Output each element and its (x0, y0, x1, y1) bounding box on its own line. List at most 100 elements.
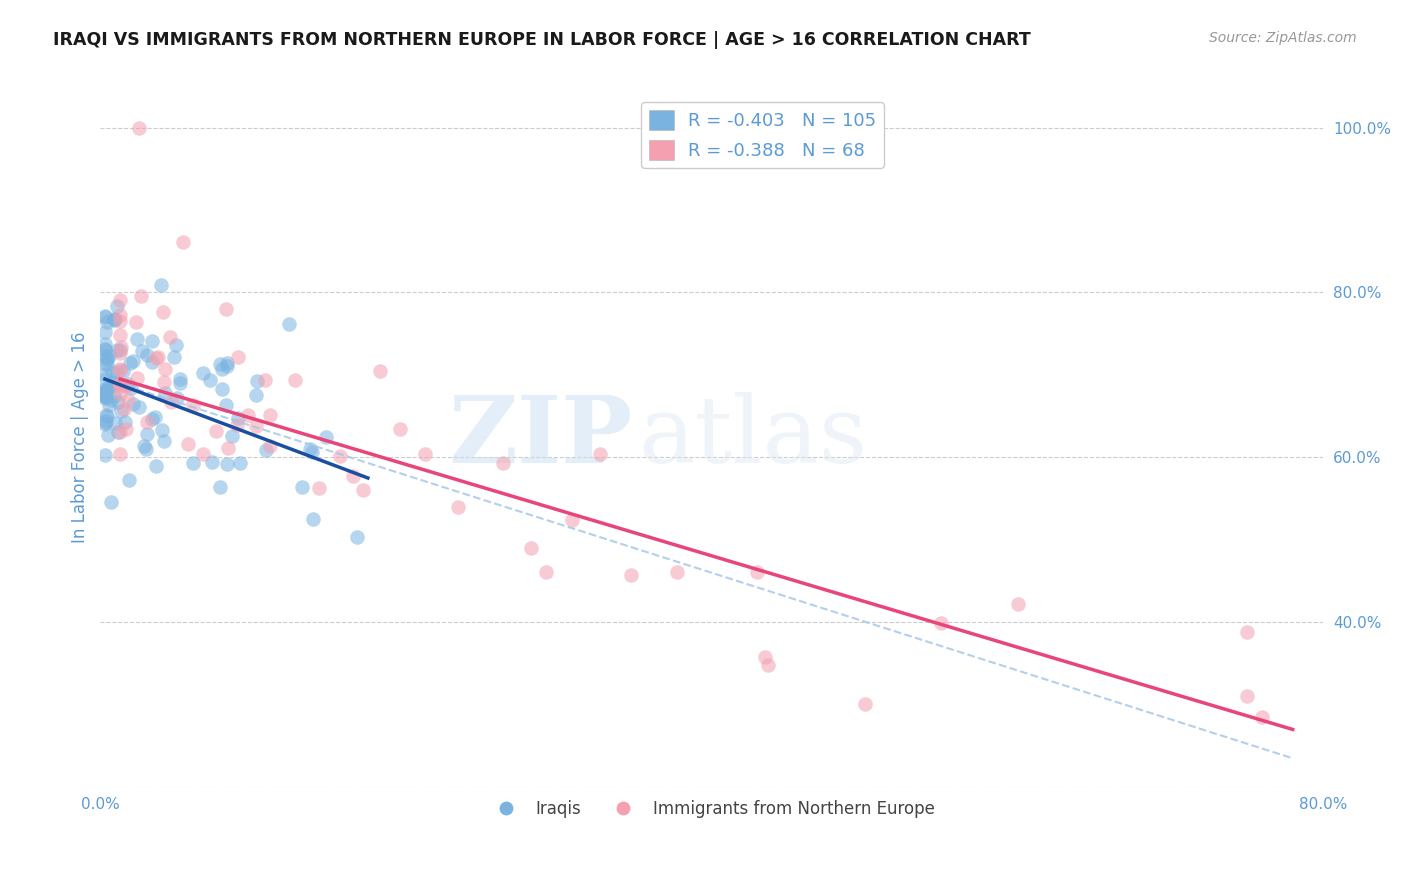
Point (165, 338, 187, 352)
Point (94, 325, 117, 339)
Point (253, 373, 276, 387)
Point (226, 418, 249, 433)
Point (110, 377, 132, 392)
Point (125, 315, 148, 329)
Point (163, 351, 186, 365)
Point (94, 388, 117, 402)
Point (254, 442, 277, 457)
Point (745, 566, 768, 580)
Point (121, 354, 143, 368)
Point (929, 616, 952, 631)
Point (94, 415, 117, 429)
Point (302, 511, 325, 525)
Point (97, 381, 120, 395)
Point (107, 394, 129, 409)
Point (298, 442, 321, 456)
Point (128, 400, 150, 414)
Point (100, 393, 122, 408)
Point (96, 357, 118, 371)
Point (94, 389, 117, 403)
Point (96, 390, 118, 404)
Point (120, 356, 142, 370)
Point (94, 343, 117, 357)
Point (110, 345, 132, 359)
Point (211, 361, 233, 376)
Point (181, 398, 204, 412)
Point (96, 414, 118, 428)
Point (110, 379, 132, 393)
Point (1007, 598, 1029, 612)
Point (1236, 625, 1258, 640)
Point (110, 363, 132, 377)
Point (112, 402, 135, 417)
Point (104, 416, 127, 430)
Text: Source: ZipAtlas.com: Source: ZipAtlas.com (1209, 31, 1357, 45)
Point (94, 385, 117, 400)
Point (143, 410, 166, 425)
Point (94, 371, 117, 385)
Point (301, 444, 323, 458)
Point (204, 424, 226, 438)
Point (215, 457, 238, 471)
Point (329, 449, 352, 463)
Point (169, 372, 191, 386)
Point (1251, 710, 1274, 724)
Point (111, 364, 134, 378)
Point (125, 371, 148, 385)
Point (97, 381, 120, 395)
Point (110, 377, 132, 392)
Point (246, 374, 269, 388)
Point (94, 342, 117, 356)
Point (226, 351, 249, 365)
Point (172, 235, 194, 249)
Point (117, 393, 139, 408)
Point (211, 383, 233, 397)
Point (100, 494, 122, 508)
Point (245, 388, 267, 402)
Point (94, 382, 117, 396)
Point (208, 480, 231, 494)
Point (94, 309, 117, 323)
Point (209, 358, 232, 372)
Point (94, 349, 117, 363)
Point (159, 330, 181, 344)
Point (129, 289, 152, 303)
Point (94, 337, 117, 351)
Point (259, 409, 281, 423)
Point (236, 409, 259, 423)
Point (214, 301, 236, 316)
Point (588, 447, 610, 461)
Point (346, 530, 368, 544)
Point (110, 425, 132, 440)
Point (315, 430, 337, 444)
Point (153, 362, 176, 376)
Point (215, 398, 238, 412)
Point (146, 350, 169, 364)
Point (201, 455, 224, 469)
Point (101, 376, 124, 390)
Point (135, 442, 157, 457)
Point (217, 442, 239, 456)
Point (370, 364, 392, 378)
Point (492, 456, 515, 470)
Point (103, 389, 125, 403)
Point (104, 312, 127, 326)
Point (127, 332, 149, 346)
Point (221, 428, 243, 442)
Point (107, 425, 129, 440)
Point (141, 334, 163, 349)
Point (169, 376, 191, 390)
Point (278, 317, 301, 331)
Point (191, 447, 214, 461)
Point (110, 340, 132, 354)
Point (666, 566, 689, 580)
Point (114, 415, 136, 429)
Point (145, 458, 167, 473)
Point (754, 649, 776, 664)
Point (153, 376, 176, 390)
Point (145, 351, 167, 365)
Point (94, 448, 117, 462)
Point (136, 415, 159, 429)
Point (105, 299, 128, 313)
Text: atlas: atlas (638, 392, 868, 482)
